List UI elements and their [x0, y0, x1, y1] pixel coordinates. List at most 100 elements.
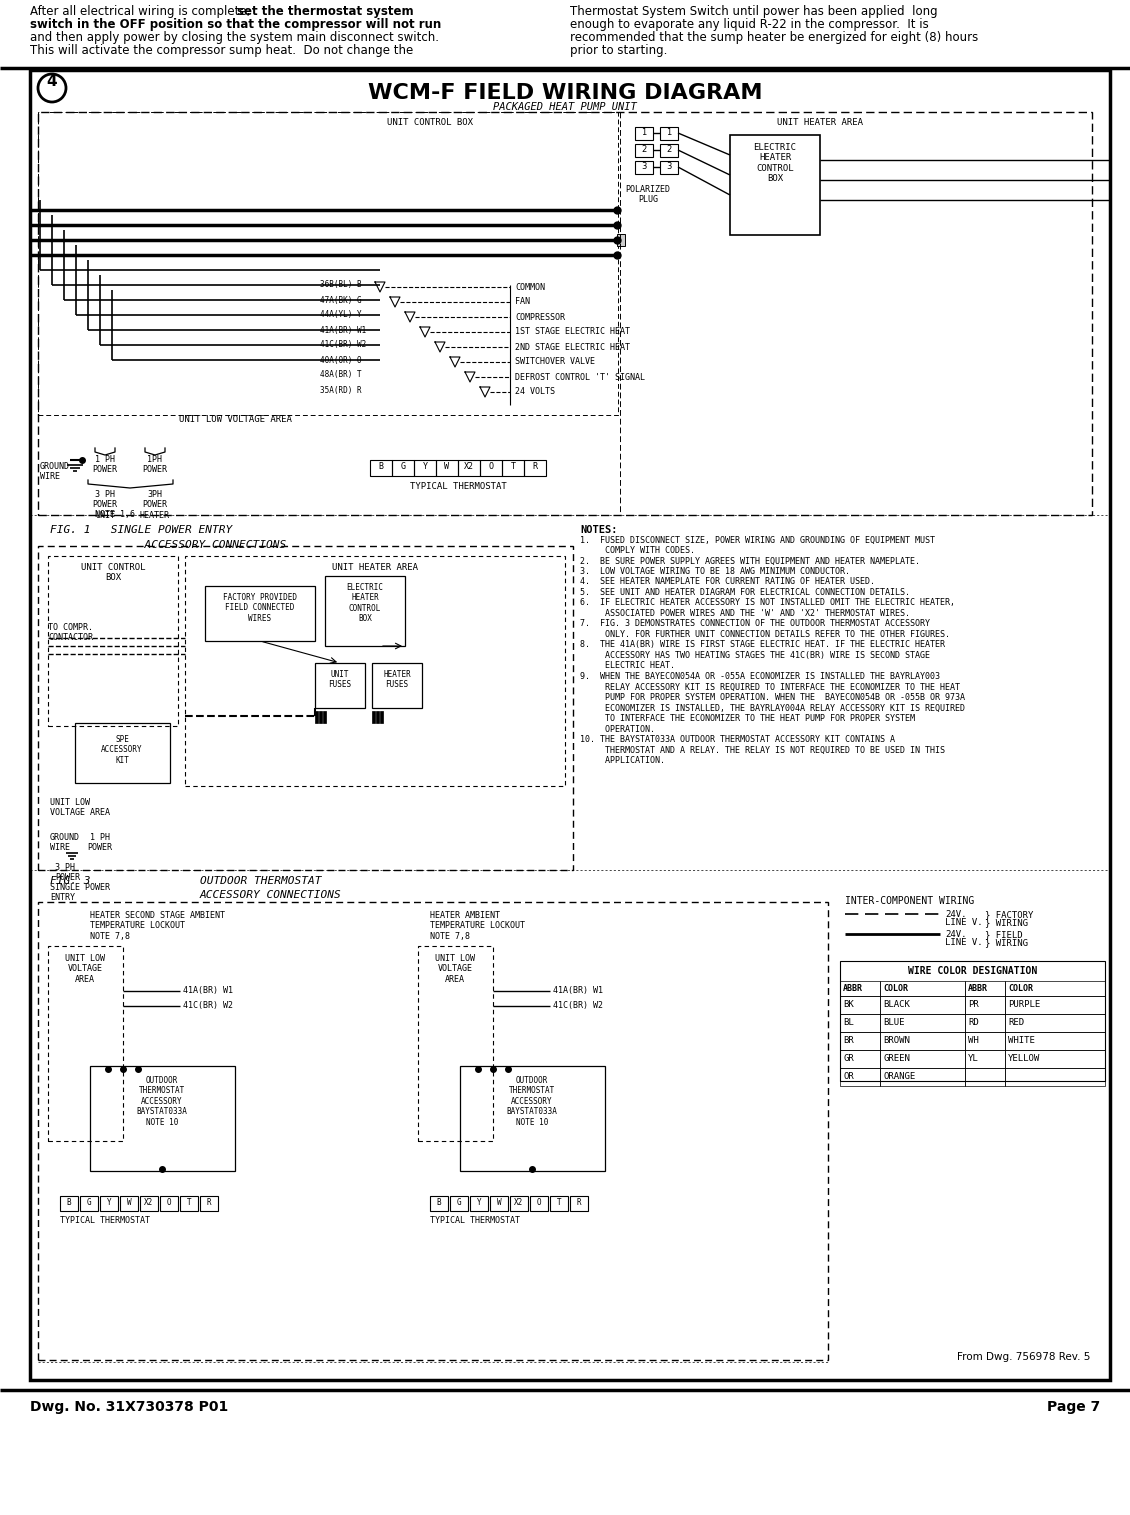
Text: Dwg. No. 31X730378 P01: Dwg. No. 31X730378 P01 [31, 1400, 228, 1413]
Text: 2: 2 [667, 145, 671, 155]
Text: HEATER SECOND STAGE AMBIENT
TEMPERATURE LOCKOUT
NOTE 7,8: HEATER SECOND STAGE AMBIENT TEMPERATURE … [90, 911, 225, 941]
Bar [880, 1050, 965, 1068]
Bar [840, 1014, 880, 1032]
Text: } FACTORY: } FACTORY [985, 911, 1033, 920]
Text: UNIT LOW
VOLTAGE
AREA: UNIT LOW VOLTAGE AREA [66, 954, 105, 983]
Text: GROUND
WIRE: GROUND WIRE [40, 462, 70, 482]
Bar [530, 1195, 548, 1210]
Text: R: R [207, 1198, 211, 1207]
Bar [965, 1032, 1005, 1050]
Text: SINGLE POWER
ENTRY: SINGLE POWER ENTRY [50, 883, 110, 903]
Text: set the thermostat system: set the thermostat system [237, 5, 414, 18]
Bar [47, 945, 123, 1141]
Text: From Dwg. 756978 Rev. 5: From Dwg. 756978 Rev. 5 [957, 1351, 1090, 1362]
Text: YL: YL [968, 1054, 979, 1064]
Text: 3: 3 [642, 162, 646, 171]
Text: G: G [87, 1198, 92, 1207]
Text: ABBR: ABBR [843, 985, 863, 992]
Text: ELECTRIC
HEATER
CONTROL
BOX: ELECTRIC HEATER CONTROL BOX [347, 583, 383, 623]
Text: FAN: FAN [515, 297, 530, 306]
Text: and then apply power by closing the system main disconnect switch.: and then apply power by closing the syst… [31, 30, 438, 44]
Text: ELECTRIC
HEATER
CONTROL
BOX: ELECTRIC HEATER CONTROL BOX [754, 142, 797, 183]
Text: 41C(BR) W2: 41C(BR) W2 [320, 341, 366, 350]
Text: DEFROST CONTROL 'T' SIGNAL: DEFROST CONTROL 'T' SIGNAL [515, 373, 645, 382]
Text: 24V.: 24V. [945, 911, 966, 920]
Bar [470, 1195, 488, 1210]
Text: enough to evaporate any liquid R-22 in the compressor.  It is: enough to evaporate any liquid R-22 in t… [570, 18, 929, 30]
Bar [880, 995, 965, 1014]
Text: PUMP FOR PROPER SYSTEM OPERATION. WHEN THE  BAYECON054B OR -055B OR 973A: PUMP FOR PROPER SYSTEM OPERATION. WHEN T… [580, 692, 965, 701]
Text: WH: WH [968, 1036, 979, 1045]
Text: X2: X2 [464, 462, 473, 471]
Bar [660, 144, 678, 158]
Text: COMPRESSOR: COMPRESSOR [515, 312, 565, 321]
Text: 47A(BK) G: 47A(BK) G [320, 295, 362, 305]
Text: 1: 1 [642, 127, 646, 136]
Text: 3.  LOW VOLTAGE WIRING TO BE 18 AWG MINIMUM CONDUCTOR.: 3. LOW VOLTAGE WIRING TO BE 18 AWG MINIM… [580, 567, 850, 576]
Text: UNIT LOW
VOLTAGE AREA: UNIT LOW VOLTAGE AREA [50, 798, 110, 818]
Text: 36B(BL) B: 36B(BL) B [320, 280, 362, 289]
Text: POLARIZED
PLUG: POLARIZED PLUG [626, 185, 670, 205]
Text: This will activate the compressor sump heat.  Do not change the: This will activate the compressor sump h… [31, 44, 414, 58]
Text: ORANGE: ORANGE [883, 1073, 915, 1082]
Text: B: B [436, 1198, 442, 1207]
Bar [99, 1195, 118, 1210]
Text: BR: BR [843, 1036, 854, 1045]
Bar [965, 995, 1005, 1014]
Text: 10. THE BAYSTAT033A OUTDOOR THERMOSTAT ACCESSORY KIT CONTAINS A: 10. THE BAYSTAT033A OUTDOOR THERMOSTAT A… [580, 735, 895, 744]
Bar [315, 664, 365, 708]
Bar [200, 1195, 218, 1210]
Text: 1 PH
POWER: 1 PH POWER [93, 454, 118, 474]
Bar [38, 901, 828, 1360]
Bar [392, 461, 414, 476]
Text: 40A(OR) O: 40A(OR) O [320, 356, 362, 365]
Text: ACCESSORY HAS TWO HEATING STAGES THE 41C(BR) WIRE IS SECOND STAGE: ACCESSORY HAS TWO HEATING STAGES THE 41C… [580, 651, 930, 661]
Text: 6.  IF ELECTRIC HEATER ACCESSORY IS NOT INSTALLED OMIT THE ELECTRIC HEATER,: 6. IF ELECTRIC HEATER ACCESSORY IS NOT I… [580, 598, 955, 608]
Text: PR: PR [968, 1000, 979, 1009]
Text: UNIT
FUSES: UNIT FUSES [329, 670, 351, 689]
Bar [840, 982, 880, 995]
Text: X2: X2 [145, 1198, 154, 1207]
Text: TYPICAL THERMOSTAT: TYPICAL THERMOSTAT [431, 1217, 520, 1226]
Text: O: O [488, 462, 494, 471]
Text: COLOR: COLOR [883, 985, 909, 992]
Text: UNIT LOW VOLTAGE AREA: UNIT LOW VOLTAGE AREA [179, 415, 292, 424]
Text: 5.  SEE UNIT AND HEATER DIAGRAM FOR ELECTRICAL CONNECTION DETAILS.: 5. SEE UNIT AND HEATER DIAGRAM FOR ELECT… [580, 588, 910, 597]
Text: NOTES:: NOTES: [580, 526, 617, 535]
Bar [75, 723, 170, 783]
Text: 41A(BR) W1: 41A(BR) W1 [553, 986, 603, 995]
Text: FACTORY PROVIDED
FIELD CONNECTED
WIRES: FACTORY PROVIDED FIELD CONNECTED WIRES [223, 592, 297, 623]
Text: switch in the OFF position so that the compressor will not run: switch in the OFF position so that the c… [31, 18, 441, 30]
Text: ECONOMIZER IS INSTALLED, THE BAYRLAY004A RELAY ACCESSORY KIT IS REQUIRED: ECONOMIZER IS INSTALLED, THE BAYRLAY004A… [580, 703, 965, 712]
Text: 1ST STAGE ELECTRIC HEAT: 1ST STAGE ELECTRIC HEAT [515, 327, 631, 336]
Text: INTER-COMPONENT WIRING: INTER-COMPONENT WIRING [845, 895, 974, 906]
Text: ELECTRIC HEAT.: ELECTRIC HEAT. [580, 662, 675, 671]
Text: 3 PH
POWER
UNIT: 3 PH POWER UNIT [93, 489, 118, 520]
Bar [1005, 982, 1105, 995]
Bar [31, 70, 1110, 1380]
Text: UNIT CONTROL BOX: UNIT CONTROL BOX [386, 118, 473, 127]
Bar [635, 161, 653, 174]
Bar [160, 1195, 179, 1210]
Text: G: G [400, 462, 406, 471]
Text: WHITE: WHITE [1008, 1036, 1035, 1045]
Text: UNIT HEATER AREA: UNIT HEATER AREA [332, 564, 418, 573]
Text: ASSOCIATED POWER WIRES AND THE 'W' AND 'X2' THERMOSTAT WIRES.: ASSOCIATED POWER WIRES AND THE 'W' AND '… [580, 609, 910, 618]
Bar [370, 461, 392, 476]
Text: NOTE 1,6: NOTE 1,6 [95, 511, 134, 520]
Text: 8.  THE 41A(BR) WIRE IS FIRST STAGE ELECTRIC HEAT. IF THE ELECTRIC HEATER: 8. THE 41A(BR) WIRE IS FIRST STAGE ELECT… [580, 641, 945, 650]
Text: } FIELD: } FIELD [985, 930, 1023, 939]
Bar [38, 545, 573, 870]
Text: B: B [379, 462, 383, 471]
Text: X2: X2 [514, 1198, 523, 1207]
Bar [431, 1195, 447, 1210]
Bar [840, 995, 880, 1014]
Text: COMPLY WITH CODES.: COMPLY WITH CODES. [580, 545, 695, 554]
Text: LINE V.: LINE V. [945, 938, 983, 947]
Text: UNIT LOW
VOLTAGE
AREA: UNIT LOW VOLTAGE AREA [435, 954, 475, 983]
Text: 41A(BR) W1: 41A(BR) W1 [183, 986, 233, 995]
Bar [458, 461, 480, 476]
Bar [372, 711, 375, 723]
Text: 4: 4 [46, 74, 58, 89]
Text: W: W [444, 462, 450, 471]
